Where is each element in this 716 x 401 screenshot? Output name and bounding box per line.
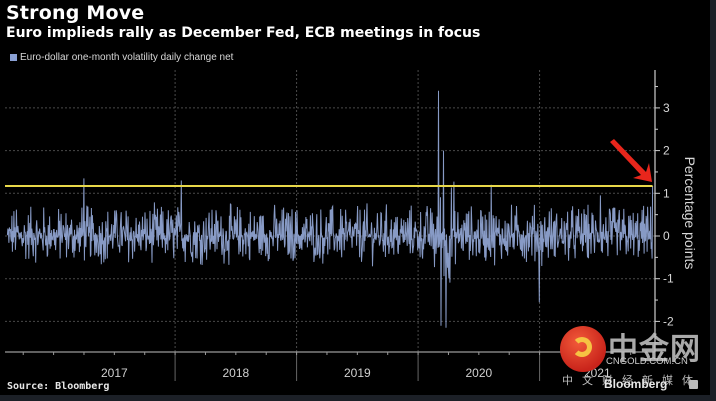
y-tick-label: 1: [663, 186, 670, 200]
y-tick-label: -1: [663, 272, 674, 286]
arrow-annotation-icon: [610, 139, 652, 182]
cngold-logo-icon: [560, 326, 606, 372]
legend-label: Euro-dollar one-month volatility daily c…: [20, 52, 234, 63]
bloomberg-brand: Bloomberg: [604, 377, 668, 391]
y-axis: 3 2 1 0 -1 -2: [654, 70, 674, 352]
series-line: [6, 90, 654, 328]
chart-subtitle: Euro implieds rally as December Fed, ECB…: [6, 25, 481, 41]
legend-swatch: [10, 54, 17, 61]
source-note: Source: Bloomberg: [7, 381, 110, 392]
watermark-tagline: 中文财经新媒体: [562, 374, 702, 387]
watermark-name: 中金网: [608, 332, 701, 367]
watermark-url: CNGOLD.COM.CN: [606, 356, 688, 367]
chart-title: Strong Move: [6, 2, 145, 24]
y-tick-label: 3: [663, 101, 670, 115]
x-axis: 2017 2018 2019 2020 2021: [5, 351, 655, 381]
series-path: [6, 90, 654, 328]
y-tick-label: 2: [663, 144, 670, 158]
bloomberg-logo-icon: [689, 380, 698, 389]
watermark: 中金网 CNGOLD.COM.CN 中文财经新媒体: [556, 322, 706, 394]
y-tick-label: -2: [663, 314, 674, 328]
x-tick-label: 2017: [101, 366, 128, 380]
y-tick-label: 0: [663, 229, 670, 243]
y-axis-label: Percentage points: [682, 157, 698, 270]
legend: Euro-dollar one-month volatility daily c…: [10, 52, 233, 63]
x-tick-label: 2020: [465, 366, 492, 380]
x-tick-label: 2019: [344, 366, 371, 380]
x-tick-label: 2018: [222, 366, 249, 380]
